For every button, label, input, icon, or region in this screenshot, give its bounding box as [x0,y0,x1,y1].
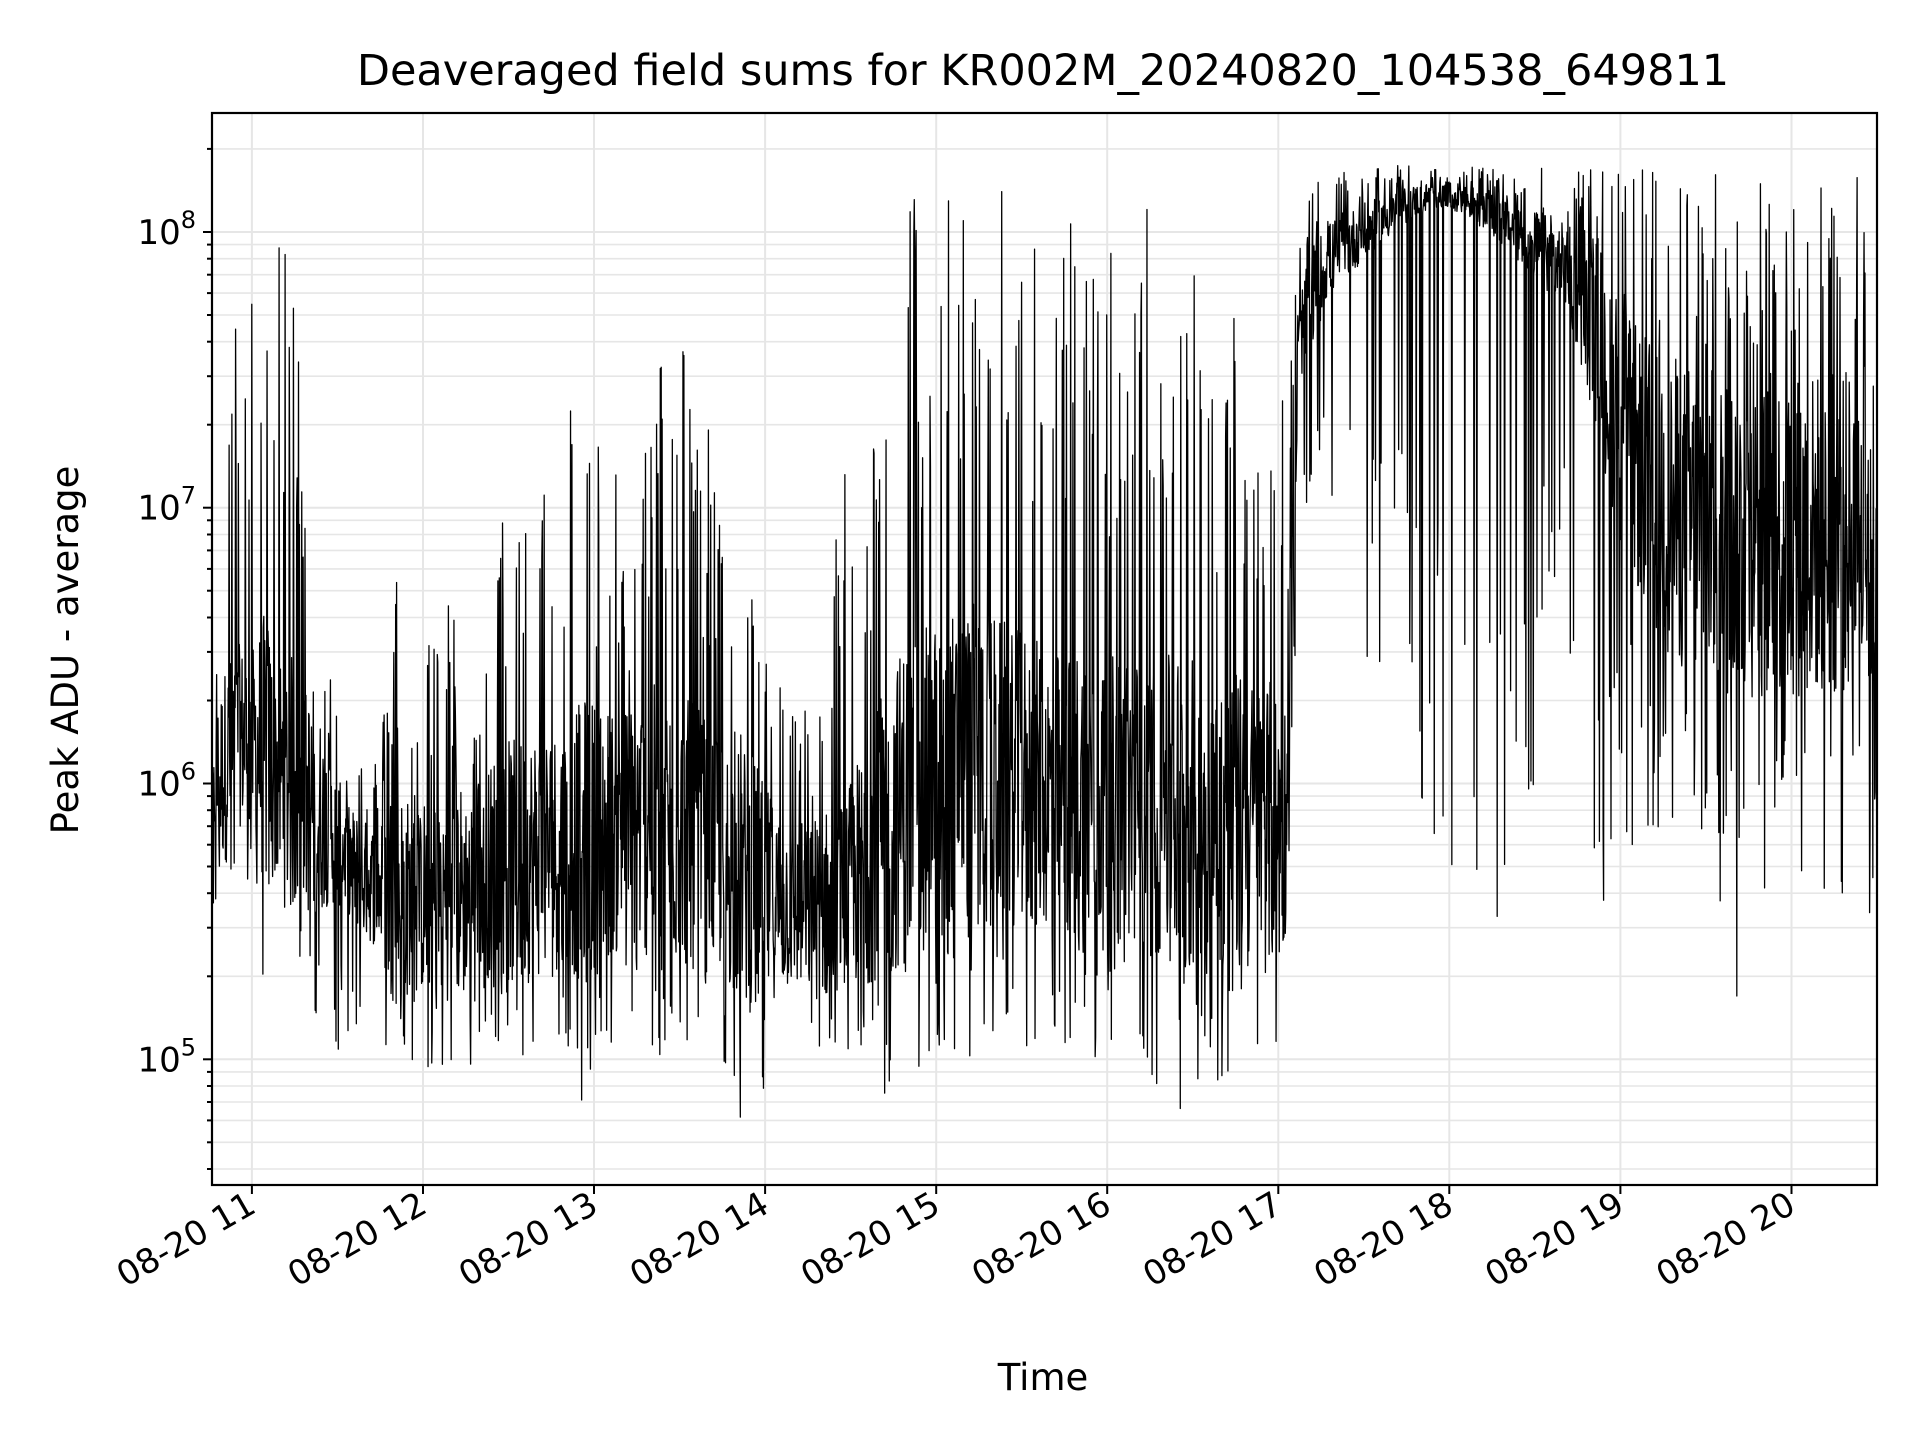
y-tick-label: 105 [137,1033,196,1080]
y-axis: 105 106 107 108 [137,147,212,1170]
series-line [211,165,1878,1118]
plot-area-frame [210,111,1879,1187]
y-tick-label: 106 [137,758,196,805]
y-axis-label: Peak ADU - average [44,466,87,835]
chart-title: Deaveraged field sums for KR002M_2024082… [357,46,1729,96]
x-axis-label: Time [997,1356,1089,1399]
series-layer [211,165,1878,1118]
y-tick-label: 107 [137,482,196,529]
y-tick-label: 108 [137,206,196,253]
